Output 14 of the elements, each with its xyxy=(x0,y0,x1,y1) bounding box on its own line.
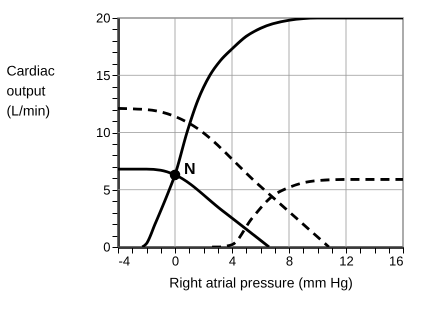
x-tick-label: 4 xyxy=(228,254,236,268)
y-tick-label: 0 xyxy=(103,240,110,254)
x-tick-label: 16 xyxy=(389,254,404,268)
y-axis-title: Cardiac output (L/min) xyxy=(6,62,55,118)
x-tick-label: 12 xyxy=(339,254,354,268)
x-axis-title: Right atrial pressure (mm Hg) xyxy=(169,274,353,290)
x-tick-label: 8 xyxy=(286,254,294,268)
y-tick-label: 20 xyxy=(96,10,110,26)
y-tick-label: 10 xyxy=(96,125,110,140)
annotation: N xyxy=(184,160,196,178)
x-tick-label: -4 xyxy=(118,254,130,268)
y-tick-label: 5 xyxy=(103,182,110,198)
y-tick-label: 15 xyxy=(96,68,110,83)
x-tick-label: 0 xyxy=(172,254,180,268)
